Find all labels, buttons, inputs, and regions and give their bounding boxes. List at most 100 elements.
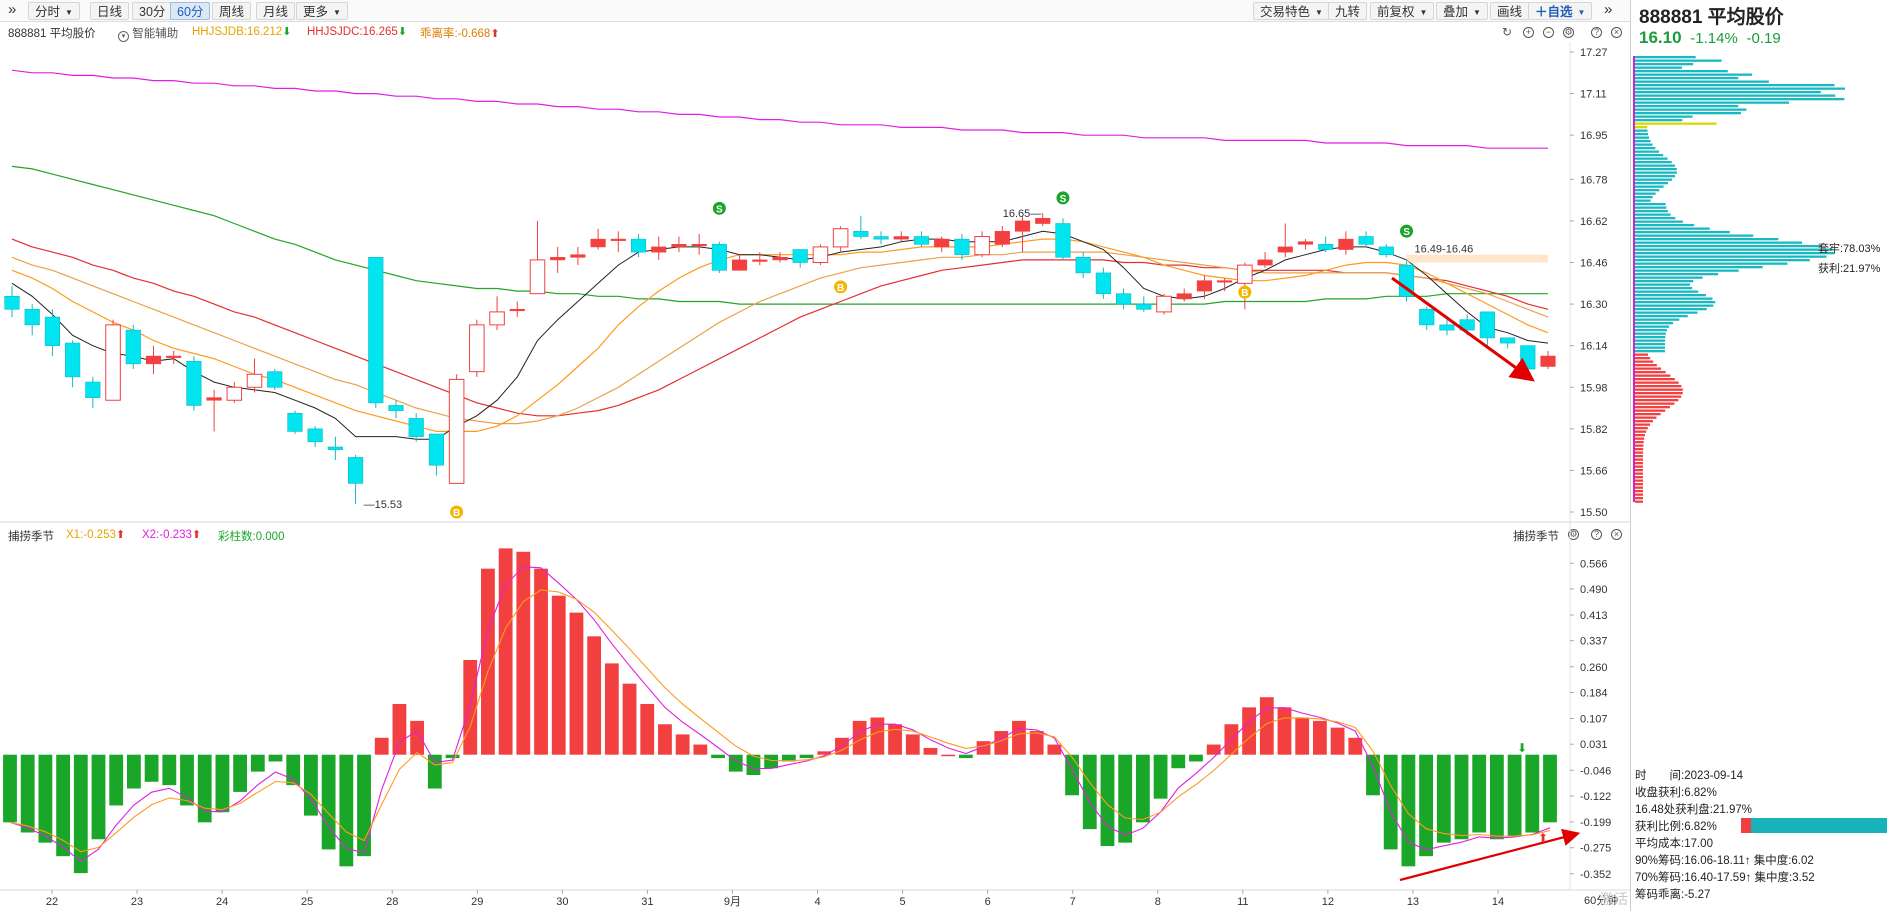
indicator-bar-positive xyxy=(569,612,584,755)
arrow-up-icon: ⬆ xyxy=(191,529,202,541)
chip-bar xyxy=(1635,133,1649,136)
caret-down-icon: ▼ xyxy=(1577,8,1586,17)
arrow-down-icon: ⬇ xyxy=(282,26,292,38)
indicator-name-right[interactable]: 捕捞季节 xyxy=(1513,531,1559,543)
chip-bar xyxy=(1635,157,1668,160)
help-icon[interactable]: ? xyxy=(1591,27,1602,38)
chip-bar xyxy=(1635,182,1668,185)
date-tick-label: 4 xyxy=(814,896,820,908)
chart-area[interactable]: 17.27 17.11 16.95 16.78 16.62 16.46 16.30 16.14… xyxy=(0,0,1630,911)
chip-bar xyxy=(1635,196,1653,199)
chip-bar xyxy=(1635,119,1683,122)
price-axis: 17.27 17.11 16.95 16.78 16.62 16.46 16.30 16.14… xyxy=(1570,47,1608,519)
chip-bar xyxy=(1635,483,1643,486)
bar-count-value: 彩柱数:0.000 xyxy=(218,531,285,543)
candle-body xyxy=(166,355,182,358)
tab-60min[interactable]: 60分 xyxy=(170,2,211,20)
arrow-down-icon: ⬇ xyxy=(397,26,407,38)
tab-daily[interactable]: 日线 xyxy=(90,2,130,20)
high-price-label: 16.65— xyxy=(1003,208,1042,220)
chip-bar xyxy=(1635,185,1664,188)
candle-body xyxy=(893,236,909,240)
refresh-icon[interactable]: ↻ xyxy=(1502,25,1513,39)
chip-bar xyxy=(1635,80,1769,83)
tab-weekly[interactable]: 周线 xyxy=(212,2,252,20)
tab-30min[interactable]: 30分 xyxy=(132,2,173,20)
indicator-bar-negative xyxy=(321,754,336,850)
indicator-bar-negative xyxy=(215,754,230,813)
overlay-button[interactable]: 叠加 ▼ xyxy=(1436,2,1488,20)
price-tick-label: 16.30 xyxy=(1580,299,1608,311)
indicator-bar-negative xyxy=(144,754,159,782)
indicator-tick-label: -0.122 xyxy=(1580,791,1611,803)
caret-down-icon: ▼ xyxy=(1419,8,1428,17)
indicator-axis: 0.566 0.490 0.413 0.337 0.260 0.184 0.107 0.031… xyxy=(1570,558,1611,881)
zoom-out-icon[interactable]: − xyxy=(1543,27,1554,38)
profit-ratio-fill xyxy=(1741,818,1752,833)
expand-icon[interactable]: » xyxy=(8,1,17,18)
sell-marker-bg xyxy=(712,201,726,215)
chip-bar xyxy=(1635,315,1688,318)
indicator-bar-negative xyxy=(20,754,35,833)
candle-body xyxy=(267,371,283,388)
candle-body xyxy=(1358,236,1374,245)
caret-down-icon: ▼ xyxy=(1473,8,1481,17)
sell-marker: S xyxy=(1060,194,1067,205)
date-axis: 22 23 24 25 28 29 30 31 9月 4 5 6 7 8 11 12 13 14 xyxy=(46,890,1504,908)
indicator-tick-label: -0.199 xyxy=(1580,817,1611,829)
chip-bar xyxy=(1635,336,1666,339)
indicator-bar-negative xyxy=(1419,754,1433,857)
zoom-in-icon[interactable]: + xyxy=(1523,27,1534,38)
tab-more[interactable]: 更多 ▼ xyxy=(296,2,348,20)
chip-distribution[interactable]: 套牢:78.03% 获利:21.97% xyxy=(1631,50,1896,570)
chip-bar xyxy=(1635,66,1682,69)
jiuzhuan-button[interactable]: 九转 xyxy=(1328,2,1368,20)
chip-bar xyxy=(1635,350,1666,353)
candle-body xyxy=(1136,303,1152,310)
close-icon[interactable]: × xyxy=(1611,27,1622,38)
collapse-icon[interactable]: » xyxy=(1604,1,1613,18)
candle-body xyxy=(1520,345,1536,370)
plus-icon: ＋ xyxy=(1535,5,1548,19)
chip-bar xyxy=(1635,448,1644,451)
chip-bar xyxy=(1635,378,1675,381)
tab-fenshi[interactable]: 分时 ▼ xyxy=(28,2,80,20)
buy-marker: B xyxy=(453,508,460,519)
indicator-settings-icon[interactable]: ⚙ xyxy=(1568,529,1579,540)
chip-bar xyxy=(1635,87,1845,90)
indicator-bar-negative xyxy=(1135,754,1150,823)
candle-body xyxy=(348,457,364,484)
indicator-bar-negative xyxy=(799,754,814,759)
tab-monthly[interactable]: 月线 xyxy=(256,2,296,20)
chip-bar xyxy=(1635,248,1833,251)
price-tick-label: 17.11 xyxy=(1580,89,1607,101)
assist-toggle[interactable]: ▾ 智能辅助 xyxy=(118,25,178,42)
chip-bar xyxy=(1635,210,1668,213)
candle-body xyxy=(832,228,849,248)
indicator-bar-positive xyxy=(905,734,920,755)
chip-bar xyxy=(1635,231,1730,234)
indicator-tick-label: -0.275 xyxy=(1580,843,1611,855)
indicator-bar-negative xyxy=(91,754,106,840)
fuquan-button[interactable]: 前复权 ▼ xyxy=(1370,2,1435,20)
settings-icon[interactable]: ⚙ xyxy=(1563,27,1574,38)
candle-body xyxy=(1479,311,1495,339)
caret-down-icon: ▼ xyxy=(333,8,341,17)
indicator-tick-label: 0.413 xyxy=(1580,610,1608,622)
chip-bar xyxy=(1635,238,1779,241)
indicator-bar-negative xyxy=(1436,754,1451,843)
candle-body xyxy=(974,236,990,256)
indicator-bar-negative xyxy=(127,754,141,789)
chip-bar xyxy=(1635,189,1660,192)
x2-value: X2:-0.233⬆ xyxy=(142,528,201,541)
add-watchlist-button[interactable]: ＋自选 ▼ xyxy=(1528,2,1593,20)
draw-line-button[interactable]: 画线 xyxy=(1490,2,1530,20)
chip-bar xyxy=(1635,224,1695,227)
indicator-help-icon[interactable]: ? xyxy=(1591,529,1602,540)
buy-marker-bg xyxy=(1238,285,1252,299)
indicator-close-icon[interactable]: × xyxy=(1611,529,1622,540)
chip-bar xyxy=(1635,385,1682,388)
indicator-bar-negative xyxy=(1171,754,1186,769)
candle-body xyxy=(1014,220,1031,232)
indicator-bar-positive xyxy=(852,720,867,755)
